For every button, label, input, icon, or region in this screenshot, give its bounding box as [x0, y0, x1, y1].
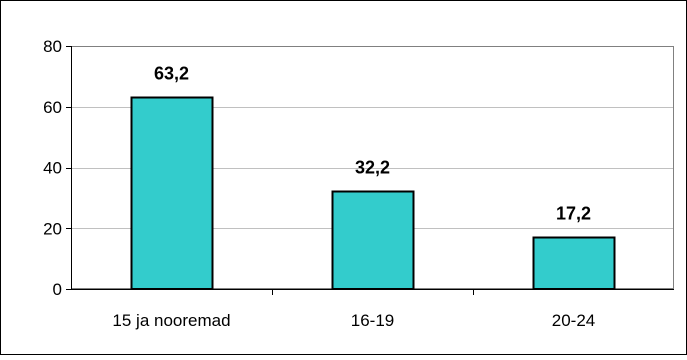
y-tick-label-40: 40 [43, 159, 62, 178]
x-tick-label-15-ja-nooremad: 15 ja nooremad [112, 311, 230, 330]
data-label-15-ja-nooremad: 63,2 [154, 64, 189, 84]
x-tick-label-16-19: 16-19 [351, 311, 394, 330]
y-tick-label-60: 60 [43, 98, 62, 117]
bar-16-19 [331, 190, 415, 290]
data-labels: 63,2 32,2 17,2 [154, 64, 591, 224]
y-tick-label-0: 0 [53, 280, 62, 299]
data-label-16-19: 32,2 [355, 158, 390, 178]
y-tick-label-80: 80 [43, 37, 62, 56]
x-tick-label-20-24: 20-24 [552, 311, 595, 330]
bar-20-24 [532, 236, 616, 290]
y-tick-label-20: 20 [43, 219, 62, 238]
axes: 0 20 40 60 80 15 ja nooremad 16-19 20-24 [43, 37, 674, 330]
bar-15-ja-nooremad [130, 96, 214, 290]
data-label-20-24: 17,2 [556, 204, 591, 224]
